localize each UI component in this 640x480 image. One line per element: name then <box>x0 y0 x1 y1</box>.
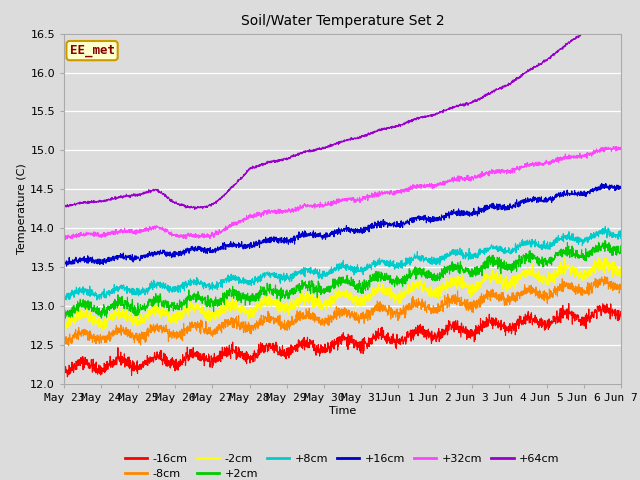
Text: EE_met: EE_met <box>70 44 115 57</box>
Title: Soil/Water Temperature Set 2: Soil/Water Temperature Set 2 <box>241 14 444 28</box>
Y-axis label: Temperature (C): Temperature (C) <box>17 163 28 254</box>
X-axis label: Time: Time <box>329 406 356 416</box>
Legend: -16cm, -8cm, -2cm, +2cm, +8cm, +16cm, +32cm, +64cm: -16cm, -8cm, -2cm, +2cm, +8cm, +16cm, +3… <box>121 449 564 480</box>
